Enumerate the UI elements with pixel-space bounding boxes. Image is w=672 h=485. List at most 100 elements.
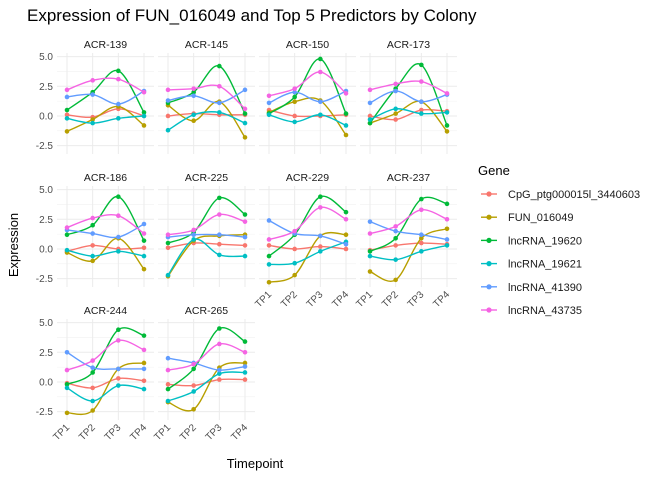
series-line: [66, 105, 145, 133]
data-point: [191, 112, 196, 118]
y-tick-label: 2.5: [39, 82, 53, 93]
facet-label: ACR-139: [84, 39, 127, 51]
facet-label: ACR-229: [286, 172, 329, 184]
data-point: [116, 234, 121, 240]
data-point: [393, 88, 398, 94]
data-point: [90, 78, 95, 83]
series-line: [66, 214, 145, 235]
y-tick-label: 2.5: [39, 215, 53, 226]
data-point: [367, 120, 373, 126]
data-point: [242, 370, 248, 375]
data-point: [318, 249, 323, 254]
data-point: [318, 112, 323, 118]
data-point: [90, 215, 95, 221]
data-point: [141, 253, 147, 259]
data-point: [393, 106, 398, 112]
data-point: [266, 243, 272, 248]
x-tick-label: TP4: [431, 289, 452, 310]
data-point: [64, 247, 70, 253]
data-point: [90, 243, 95, 248]
data-point: [242, 360, 248, 366]
data-point: [393, 81, 398, 87]
data-point: [266, 100, 272, 106]
data-point: [90, 385, 95, 391]
data-point: [90, 222, 95, 228]
data-point: [165, 113, 171, 119]
facet-label: ACR-265: [185, 305, 228, 317]
series-line: [167, 362, 246, 412]
legend-label: CpG_ptg000015l_3440603: [508, 189, 640, 201]
series-line: [167, 101, 246, 138]
series-line: [167, 111, 246, 131]
series-line: [268, 206, 347, 241]
data-point: [242, 253, 248, 259]
data-point: [367, 219, 373, 224]
legend-label: lncRNA_43735: [508, 305, 582, 317]
y-tick-label: 5.0: [39, 185, 53, 196]
data-point: [292, 246, 297, 252]
data-point: [318, 194, 323, 199]
data-point: [165, 355, 171, 361]
facet-label: ACR-145: [185, 39, 228, 51]
data-point: [343, 246, 349, 252]
data-point: [318, 244, 323, 249]
data-point: [90, 92, 95, 97]
legend-label: FUN_016049: [508, 212, 573, 224]
data-point: [165, 240, 171, 246]
y-tick-label: 0.0: [39, 244, 53, 255]
facet-panel: ACR-244 -2.5 0.0 2.5 5.0 TP1 TP2 TP3 TP4: [36, 305, 154, 443]
data-point: [393, 257, 398, 262]
data-point: [367, 253, 373, 259]
data-point: [141, 110, 147, 115]
series-line: [369, 108, 448, 121]
data-point: [165, 98, 171, 103]
legend-key-point: [486, 284, 492, 290]
data-point: [242, 120, 248, 126]
x-tick-label: TP3: [406, 289, 427, 310]
data-point: [242, 212, 248, 217]
series-line: [66, 223, 145, 239]
data-point: [217, 377, 222, 382]
data-point: [90, 258, 95, 264]
data-point: [90, 365, 95, 371]
y-tick-label: -2.5: [36, 407, 54, 418]
data-point: [292, 113, 297, 119]
data-point: [367, 87, 373, 93]
data-point: [242, 364, 248, 369]
x-tick-label: TP1: [354, 289, 375, 310]
series-line: [369, 220, 448, 241]
data-point: [64, 107, 70, 113]
data-point: [266, 279, 272, 285]
data-point: [393, 228, 398, 234]
data-point: [165, 232, 171, 238]
data-point: [191, 118, 196, 124]
data-point: [90, 408, 95, 413]
y-tick-label: 0.0: [39, 377, 53, 388]
legend-label: lncRNA_41390: [508, 282, 582, 294]
data-point: [444, 91, 450, 96]
series-line: [268, 71, 347, 97]
data-point: [141, 221, 147, 227]
data-point: [191, 389, 196, 394]
data-point: [191, 232, 196, 238]
series-line: [66, 249, 145, 257]
data-point: [141, 113, 147, 119]
data-point: [217, 110, 222, 115]
data-point: [217, 195, 222, 201]
chart-title: Expression of FUN_016049 and Top 5 Predi…: [27, 6, 477, 25]
facet-label: ACR-186: [84, 172, 127, 184]
series-line: [369, 100, 448, 132]
data-point: [141, 378, 147, 384]
facet-panel: ACR-265 TP1 TP2 TP3 TP4: [152, 305, 255, 443]
facet-panel: ACR-150: [259, 39, 356, 154]
data-point: [64, 112, 70, 118]
data-point: [318, 205, 323, 210]
legend-title: Gene: [478, 163, 510, 178]
data-point: [292, 94, 297, 100]
data-point: [191, 86, 196, 91]
facet-panel: ACR-139 -2.5 0.0 2.5 5.0: [36, 39, 154, 154]
data-point: [116, 366, 121, 372]
data-point: [393, 224, 398, 229]
x-tick-label: TP1: [51, 422, 72, 443]
